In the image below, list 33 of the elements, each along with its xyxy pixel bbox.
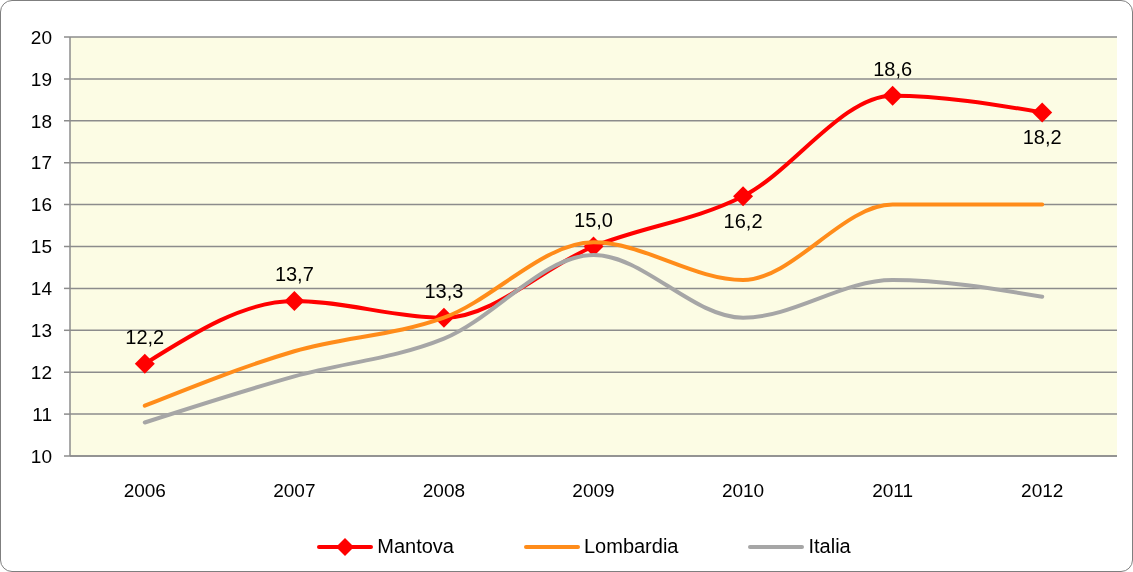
y-tick-label: 16 (30, 194, 52, 216)
point (134, 353, 155, 374)
x-tick-label: 2012 (1021, 480, 1064, 502)
y-tick-label: 12 (30, 361, 52, 383)
y-tick-label: 18 (30, 110, 52, 132)
point (1032, 102, 1053, 123)
x-tick-label: 2006 (123, 480, 166, 502)
y-tick-label: 19 (30, 68, 52, 90)
data-label: 18,2 (1022, 126, 1062, 149)
x-tick-label: 2011 (872, 480, 914, 502)
legend-label: Italia (808, 535, 851, 558)
data-label: 18,6 (873, 57, 913, 80)
legend-label: Mantova (377, 535, 454, 558)
y-tick-label: 15 (30, 236, 52, 258)
x-tick-label: 2010 (721, 480, 765, 502)
y-tick-label: 17 (30, 152, 52, 174)
x-tick-label: 2007 (273, 480, 316, 502)
x-tick-label: 2008 (422, 480, 466, 502)
legend-label: Lombardia (583, 535, 679, 558)
point (284, 290, 305, 311)
data-label: 16,2 (723, 210, 763, 233)
data-label: 12,2 (125, 325, 165, 348)
y-tick-label: 13 (30, 320, 52, 342)
point (733, 186, 754, 207)
y-tick-label: 11 (32, 403, 52, 425)
y-tick-label: 20 (30, 26, 52, 48)
data-label: 13,3 (424, 279, 464, 302)
data-label: 13,7 (274, 262, 314, 285)
x-tick-label: 2009 (572, 480, 615, 502)
y-tick-label: 10 (30, 445, 52, 467)
y-tick-label: 14 (30, 278, 53, 300)
point (882, 85, 903, 106)
data-label: 15,0 (574, 208, 613, 231)
